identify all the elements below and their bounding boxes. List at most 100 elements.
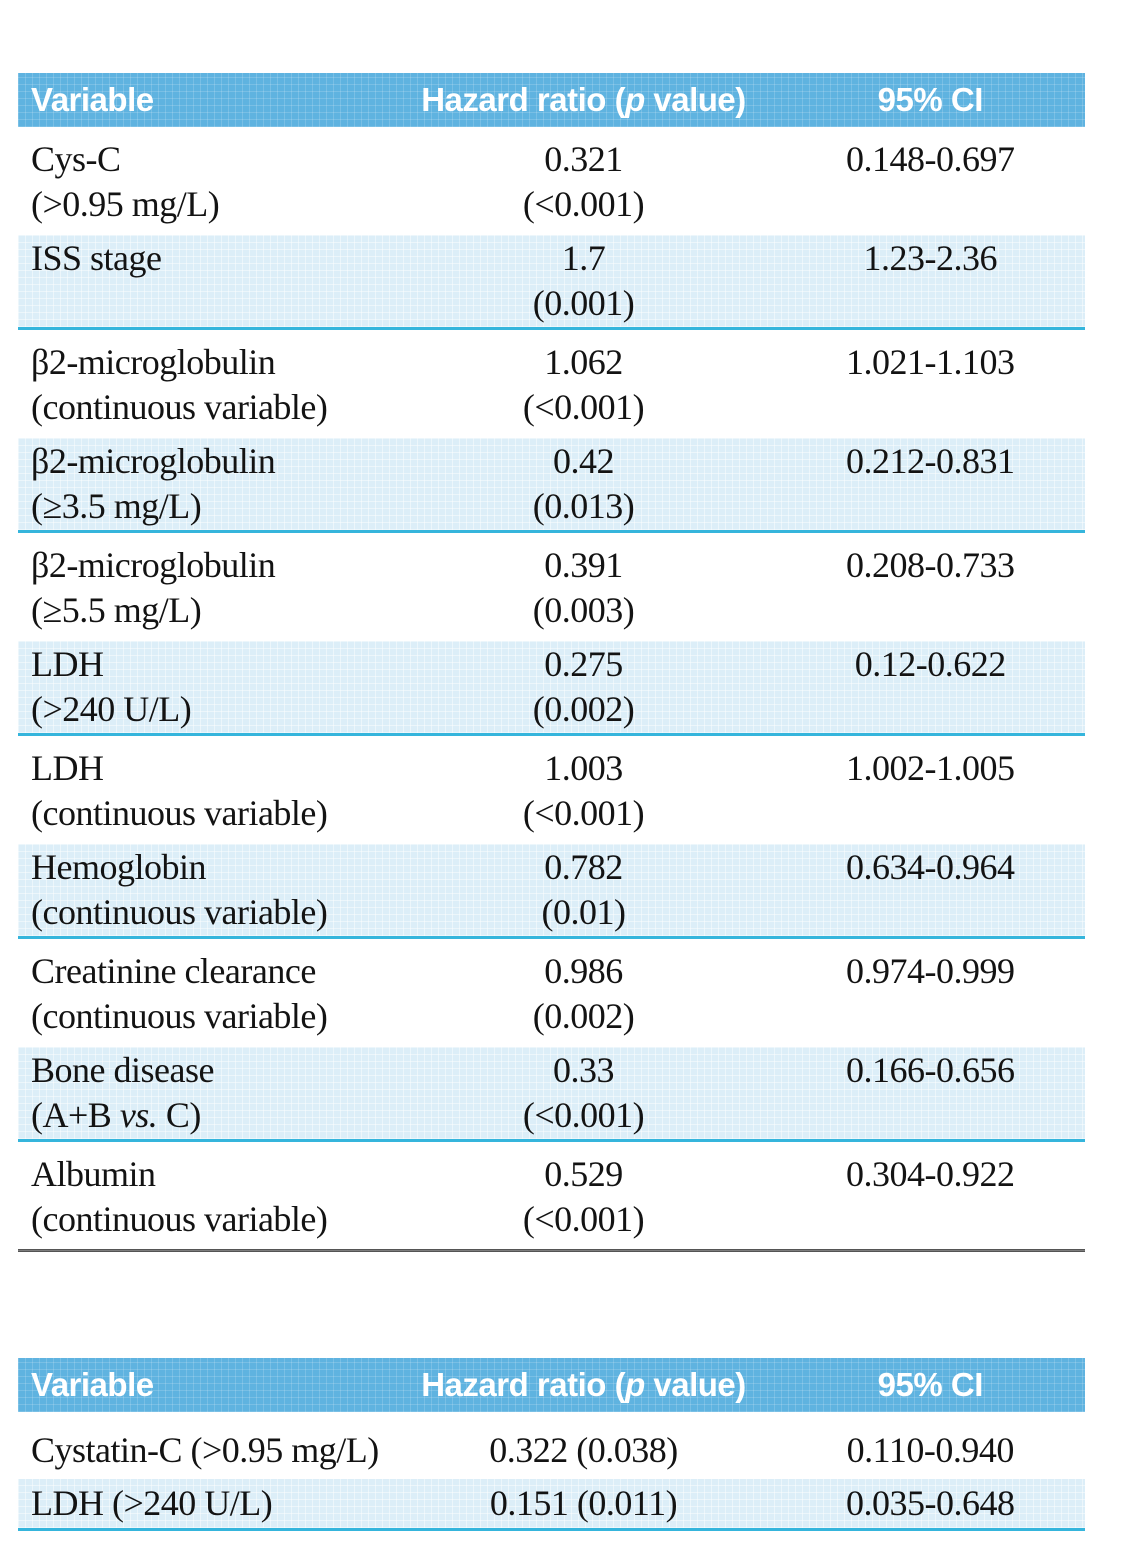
p-value: (<0.001)	[522, 793, 645, 833]
table-row-cystatin-c: Cystatin-C (>0.95 mg/L) 0.322 (0.038) 0.…	[18, 1412, 1085, 1479]
variable-qualifier: (continuous variable)	[31, 387, 328, 427]
p-value: (0.013)	[532, 486, 635, 526]
p-value: (0.001)	[532, 283, 635, 323]
variable-name: Bone disease	[31, 1050, 214, 1090]
ci-cell: 0.148-0.697	[776, 137, 1085, 227]
variable-qualifier: (continuous variable)	[31, 892, 328, 932]
ci-value: 0.148-0.697	[846, 139, 1015, 179]
hazard-ratio-value: 1.003	[544, 748, 623, 788]
variable-name: LDH (>240 U/L)	[31, 1483, 273, 1523]
table-row-cys-c: Cys-C (>0.95 mg/L) 0.321 (<0.001) 0.148-…	[18, 127, 1085, 235]
variable-qualifier: (≥3.5 mg/L)	[31, 486, 202, 526]
hazard-ratio-cell: 0.42 (0.013)	[391, 439, 775, 529]
ci-cell: 0.166-0.656	[776, 1048, 1085, 1138]
variable-qualifier: (>240 U/L)	[31, 689, 192, 729]
col-header-ci: 95% CI	[877, 1366, 984, 1403]
variable-name: Hemoglobin	[31, 847, 206, 887]
p-value: (<0.001)	[522, 1095, 645, 1135]
ci-value: 0.974-0.999	[846, 951, 1015, 991]
ci-value: 0.212-0.831	[846, 441, 1015, 481]
ci-cell: 1.002-1.005	[776, 746, 1085, 836]
table-row-ldh-240: LDH (>240 U/L) 0.151 (0.011) 0.035-0.648	[18, 1479, 1085, 1531]
hazard-ratio-value: 0.33	[552, 1050, 615, 1090]
hazard-ratio-cell: 0.321 (<0.001)	[391, 137, 775, 227]
hazard-ratio-cell: 1.003 (<0.001)	[391, 746, 775, 836]
variable-qualifier: (continuous variable)	[31, 996, 328, 1036]
qualifier-vs: vs.	[119, 1095, 158, 1135]
p-value: (0.01)	[541, 892, 626, 932]
table-row-b2m-3-5: β2-microglobulin (≥3.5 mg/L) 0.42 (0.013…	[18, 438, 1085, 533]
hazard-ratio-label-post: value)	[644, 81, 746, 118]
hazard-ratio-value: 0.322 (0.038)	[489, 1430, 678, 1470]
ci-cell: 0.208-0.733	[776, 543, 1085, 633]
hazard-ratio-cell: 0.391 (0.003)	[391, 543, 775, 633]
hazard-ratio-value: 0.321	[544, 139, 623, 179]
p-value: (<0.001)	[522, 184, 645, 224]
hazard-ratio-cell: 0.986 (0.002)	[391, 949, 775, 1039]
variable-cell: β2-microglobulin (≥3.5 mg/L)	[18, 439, 391, 529]
variable-name: LDH	[31, 644, 104, 684]
qualifier-post: C)	[157, 1095, 201, 1135]
variable-name: LDH	[31, 748, 104, 788]
ci-cell: 0.12-0.622	[776, 642, 1085, 732]
table-row-ldh-continuous: LDH (continuous variable) 1.003 (<0.001)…	[18, 736, 1085, 844]
col-header-variable: Variable	[31, 81, 154, 118]
ci-value: 0.035-0.648	[846, 1483, 1015, 1523]
ci-value: 1.23-2.36	[863, 238, 998, 278]
variable-cell: Cys-C (>0.95 mg/L)	[18, 137, 391, 227]
hazard-ratio-label-p: p	[625, 1366, 645, 1403]
hazard-ratio-value: 1.062	[544, 342, 623, 382]
table-header-row: Variable Hazard ratio (p value) 95% CI	[18, 73, 1085, 127]
variable-qualifier: (≥5.5 mg/L)	[31, 590, 202, 630]
table-separator-rule	[18, 1249, 1085, 1252]
ci-cell: 1.23-2.36	[776, 236, 1085, 326]
p-value: (0.003)	[532, 590, 635, 630]
variable-name: β2-microglobulin	[31, 342, 276, 382]
variable-name: β2-microglobulin	[31, 441, 276, 481]
variable-cell: Hemoglobin (continuous variable)	[18, 845, 391, 935]
ci-cell: 0.212-0.831	[776, 439, 1085, 529]
hazard-ratio-cell: 1.062 (<0.001)	[391, 340, 775, 430]
variable-cell: ISS stage	[18, 236, 391, 326]
variable-cell: Albumin (continuous variable)	[18, 1152, 391, 1242]
table-row-bone-disease: Bone disease (A+B vs. C) 0.33 (<0.001) 0…	[18, 1047, 1085, 1142]
ci-value: 1.002-1.005	[846, 748, 1015, 788]
p-value: (<0.001)	[522, 387, 645, 427]
ci-cell: 0.035-0.648	[776, 1481, 1085, 1526]
variable-name: Creatinine clearance	[31, 951, 316, 991]
hazard-ratio-value: 0.42	[552, 441, 615, 481]
col-header-hazard-ratio: Hazard ratio (p value)	[391, 1366, 775, 1404]
ci-cell: 0.304-0.922	[776, 1152, 1085, 1242]
hazard-ratio-cell: 0.275 (0.002)	[391, 642, 775, 732]
variable-cell: β2-microglobulin (continuous variable)	[18, 340, 391, 430]
multivariate-table: Variable Hazard ratio (p value) 95% CI C…	[18, 1358, 1085, 1531]
hazard-ratio-cell: 0.322 (0.038)	[391, 1428, 775, 1473]
col-header-variable: Variable	[31, 1366, 154, 1403]
ci-value: 0.304-0.922	[846, 1154, 1015, 1194]
hazard-ratio-value: 1.7	[561, 238, 606, 278]
variable-qualifier: (continuous variable)	[31, 793, 328, 833]
variable-name: Cystatin-C (>0.95 mg/L)	[31, 1430, 379, 1470]
hazard-ratio-cell: 0.529 (<0.001)	[391, 1152, 775, 1242]
hazard-ratio-value: 0.986	[544, 951, 623, 991]
table-row-hemoglobin: Hemoglobin (continuous variable) 0.782 (…	[18, 844, 1085, 939]
hazard-ratio-value: 0.782	[544, 847, 623, 887]
variable-qualifier: (A+B vs. C)	[31, 1093, 391, 1138]
hazard-ratio-label-post: value)	[644, 1366, 746, 1403]
variable-cell: Bone disease (A+B vs. C)	[18, 1048, 391, 1138]
hazard-ratio-label-pre: Hazard ratio (	[421, 1366, 626, 1403]
ci-cell: 0.634-0.964	[776, 845, 1085, 935]
hazard-ratio-value: 0.275	[544, 644, 623, 684]
ci-value: 1.021-1.103	[846, 342, 1015, 382]
ci-value: 0.110-0.940	[846, 1430, 1015, 1470]
ci-cell: 1.021-1.103	[776, 340, 1085, 430]
table-row-b2m-5-5: β2-microglobulin (≥5.5 mg/L) 0.391 (0.00…	[18, 533, 1085, 641]
hazard-ratio-value: 0.151 (0.011)	[489, 1483, 678, 1523]
variable-name: Albumin	[31, 1154, 156, 1194]
univariate-table: Variable Hazard ratio (p value) 95% CI C…	[18, 73, 1085, 1250]
table-row-creatinine-clearance: Creatinine clearance (continuous variabl…	[18, 939, 1085, 1047]
variable-cell: LDH (continuous variable)	[18, 746, 391, 836]
hazard-ratio-value: 0.391	[544, 545, 623, 585]
variable-name: β2-microglobulin	[31, 545, 276, 585]
p-value: (0.002)	[532, 996, 635, 1036]
